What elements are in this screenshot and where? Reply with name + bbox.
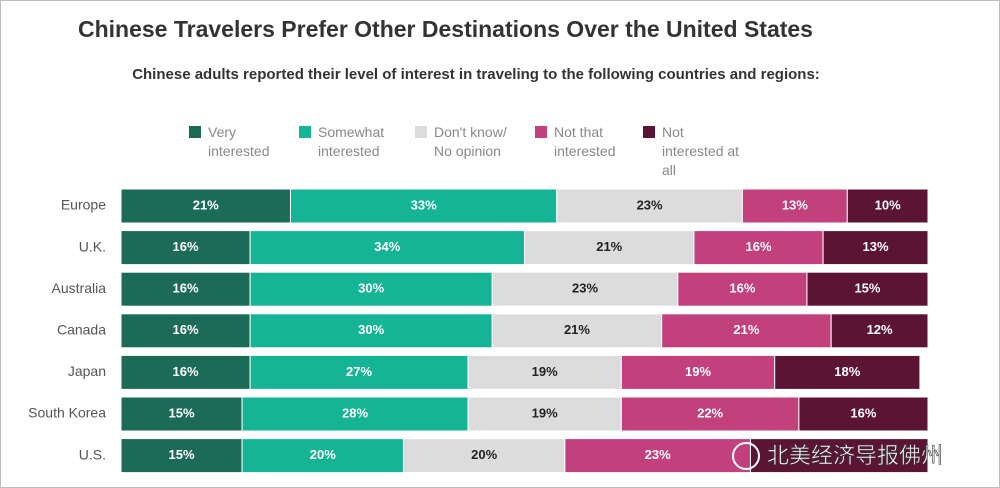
value-label: 28%: [342, 405, 368, 420]
bar-segment: [120, 230, 251, 266]
legend-label: Very interested: [208, 124, 270, 159]
value-label: 30%: [358, 322, 384, 337]
value-label: 15%: [854, 281, 880, 296]
value-label: 13%: [782, 197, 808, 212]
value-label: 23%: [645, 447, 671, 462]
value-label: 16%: [850, 405, 876, 420]
value-label: 15%: [169, 405, 195, 420]
value-label: 16%: [729, 281, 755, 296]
bar-segment: [806, 271, 929, 307]
bar-segment: [491, 271, 679, 307]
bar-segment: [120, 354, 251, 390]
legend-label: Somewhat interested: [318, 124, 385, 159]
y-tick-label: Europe: [61, 197, 106, 213]
y-tick-label: Australia: [52, 280, 107, 296]
value-label: 22%: [697, 405, 723, 420]
value-label: 16%: [746, 239, 772, 254]
bar-segment: [249, 230, 525, 266]
bar-segment: [289, 188, 558, 224]
chart-title: Chinese Travelers Prefer Other Destinati…: [78, 16, 813, 42]
bar-segment: [467, 354, 622, 390]
watermark: [732, 442, 760, 470]
bar-segment: [749, 438, 929, 474]
value-label: 16%: [173, 281, 199, 296]
bar-segment: [249, 313, 493, 349]
value-label: 19%: [532, 364, 558, 379]
legend-label: Not interested at all: [662, 124, 740, 178]
bar-segment: [693, 230, 824, 266]
legend-label: Don't know/ No opinion: [434, 124, 507, 159]
bar-segment: [661, 313, 832, 349]
bar-segment: [120, 188, 291, 224]
legend-swatch: [415, 126, 427, 138]
bar-segment: [467, 396, 622, 432]
value-label: 34%: [374, 239, 400, 254]
legend-item: Not that interested: [535, 123, 639, 161]
value-label: 13%: [863, 239, 889, 254]
legend-item: Somewhat interested: [299, 123, 403, 161]
value-label: 21%: [193, 197, 219, 212]
bar-segment: [249, 271, 493, 307]
value-label: 20%: [310, 447, 336, 462]
value-label: 33%: [411, 197, 437, 212]
bar-segment: [120, 438, 243, 474]
bar-segment: [120, 313, 251, 349]
bar-segment: [249, 354, 469, 390]
bar-segment: [774, 354, 921, 390]
value-label: 21%: [596, 239, 622, 254]
legend-swatch: [535, 126, 547, 138]
y-tick-label: U.K.: [79, 238, 106, 254]
bar-segment: [822, 230, 929, 266]
bar-segment: [830, 313, 929, 349]
legend-swatch: [189, 126, 201, 138]
value-label: 18%: [834, 364, 860, 379]
bar-segment: [241, 396, 469, 432]
y-tick-label: U.S.: [79, 446, 106, 462]
legend-swatch: [299, 126, 311, 138]
legend-item: Very interested: [189, 123, 293, 161]
bar-segment: [556, 188, 743, 224]
bar-segment: [564, 438, 751, 474]
bar-segment: [677, 271, 808, 307]
value-label: 10%: [875, 197, 901, 212]
bar-segment: [491, 313, 663, 349]
value-label: 27%: [346, 364, 372, 379]
value-label: 15%: [169, 447, 195, 462]
watermark-icon: [732, 442, 760, 470]
bar-segment: [846, 188, 929, 224]
value-label: 23%: [572, 281, 598, 296]
y-tick-label: Japan: [68, 363, 106, 379]
legend-item: Don't know/ No opinion: [415, 123, 519, 161]
value-label: 21%: [564, 322, 590, 337]
value-label: 21%: [733, 322, 759, 337]
value-label: 20%: [471, 447, 497, 462]
y-tick-label: South Korea: [28, 405, 106, 421]
value-label: 16%: [173, 239, 199, 254]
value-label: 23%: [637, 197, 663, 212]
bar-segment: [798, 396, 929, 432]
value-label: 19%: [685, 364, 711, 379]
value-label: 16%: [173, 364, 199, 379]
value-label: 16%: [173, 322, 199, 337]
chart-subtitle: Chinese adults reported their level of i…: [132, 66, 820, 83]
watermark-text: 北美经济导报佛州: [767, 444, 943, 469]
legend-label: Not that interested: [554, 124, 616, 159]
legend-swatch: [643, 126, 655, 138]
legend-item: Not interested at all: [643, 123, 747, 180]
bar-segment: [620, 396, 800, 432]
value-label: 12%: [867, 322, 893, 337]
bar-segment: [524, 230, 695, 266]
y-tick-label: Canada: [57, 322, 106, 338]
value-label: 19%: [532, 405, 558, 420]
value-label: 30%: [358, 281, 384, 296]
